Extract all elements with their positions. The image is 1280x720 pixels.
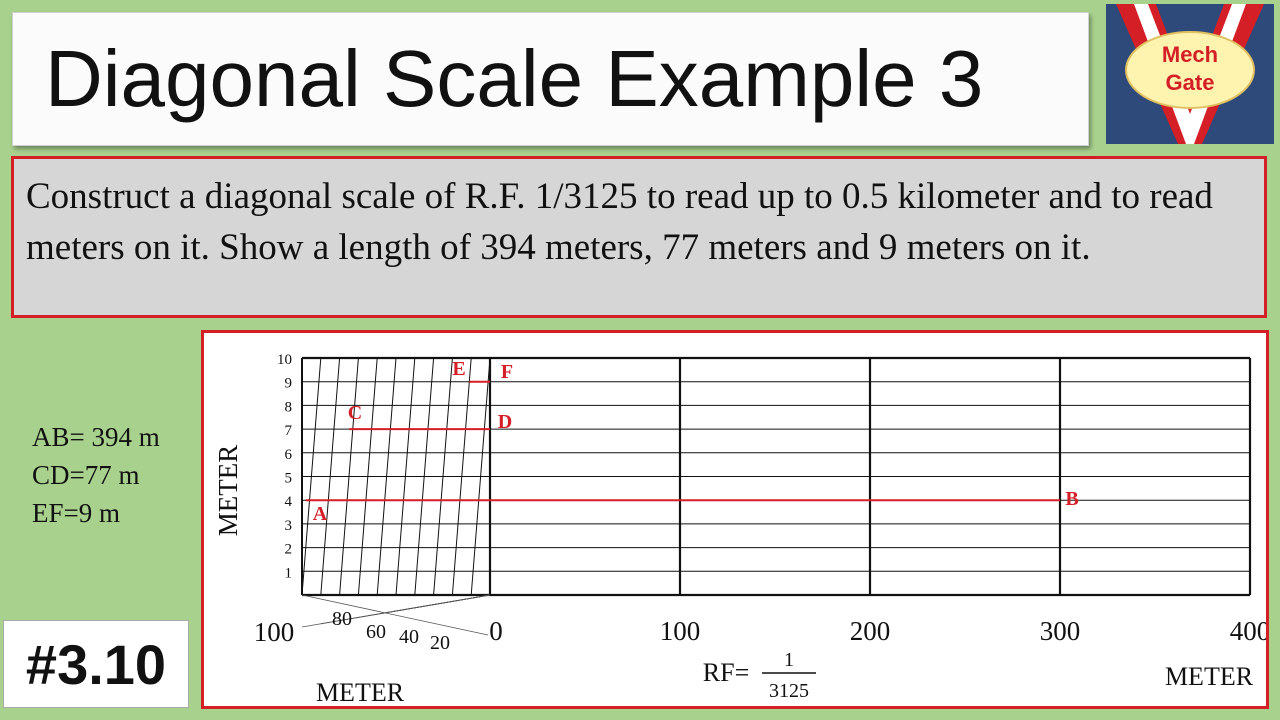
problem-statement-box: Construct a diagonal scale of R.F. 1/312… bbox=[11, 156, 1267, 318]
diagonal-line-1 bbox=[320, 357, 341, 596]
y-tick-label-5: 5 bbox=[285, 471, 293, 487]
point-label-b: B bbox=[1065, 488, 1078, 510]
main-scale-label-200: 200 bbox=[850, 616, 891, 646]
main-scale-label-300: 300 bbox=[1040, 616, 1081, 646]
y-tick-label-7: 7 bbox=[285, 423, 293, 439]
logo-v-stripe bbox=[1134, 4, 1246, 144]
sub-scale-label-60: 60 bbox=[366, 621, 386, 643]
y-tick-label-2: 2 bbox=[285, 542, 293, 558]
point-label-a: A bbox=[313, 503, 328, 525]
diagonal-line-7 bbox=[433, 357, 453, 596]
point-label-f: F bbox=[501, 361, 513, 383]
measurement-notes: AB= 394 m CD=77 m EF=9 m bbox=[32, 418, 160, 532]
note-ef: EF=9 m bbox=[32, 498, 120, 528]
y-tick-label-8: 8 bbox=[285, 399, 293, 415]
diagonal-line-6 bbox=[414, 357, 435, 596]
vertical-axis-label: METER bbox=[213, 445, 243, 537]
point-label-d: D bbox=[498, 411, 512, 433]
reference-badge: #3.10 bbox=[3, 620, 189, 708]
sub-scale-label-40: 40 bbox=[399, 626, 419, 648]
main-scale-label-100: 100 bbox=[660, 616, 701, 646]
main-scale-label-400: 400 bbox=[1230, 616, 1266, 646]
sub-scale-label-20: 20 bbox=[430, 632, 450, 654]
fan-baseline bbox=[301, 594, 489, 636]
diagonal-scale-panel: 1 2 3 4 5 6 7 8 9 10 METER 0 100 200 300 400 100 80 60 40 20… bbox=[201, 330, 1269, 709]
logo-badge bbox=[1125, 31, 1255, 109]
y-tick-label-3: 3 bbox=[285, 518, 293, 534]
diagonal-line-5 bbox=[395, 357, 416, 596]
problem-statement: Construct a diagonal scale of R.F. 1/312… bbox=[26, 176, 1213, 268]
unit-label-right: METER bbox=[1165, 662, 1254, 691]
diagonal-line-2 bbox=[339, 357, 359, 596]
y-tick-label-6: 6 bbox=[285, 447, 293, 463]
page-title: Diagonal Scale Example 3 bbox=[45, 34, 984, 123]
y-tick-label-1: 1 bbox=[285, 565, 293, 581]
y-tick-label-10: 10 bbox=[277, 352, 292, 368]
diagonal-line-4 bbox=[376, 357, 397, 596]
unit-label-left: METER bbox=[316, 678, 405, 706]
logo-text-line1: Mech bbox=[1162, 42, 1218, 67]
diagonal-line-8 bbox=[451, 357, 472, 596]
rf-denominator: 3125 bbox=[769, 680, 809, 702]
rf-numerator: 1 bbox=[784, 649, 794, 671]
y-tick-label-4: 4 bbox=[285, 494, 293, 510]
point-label-e: E bbox=[452, 358, 465, 380]
y-tick-label-9: 9 bbox=[285, 376, 293, 392]
note-cd: CD=77 m bbox=[32, 460, 140, 490]
fan-line-9 bbox=[471, 594, 491, 599]
diagonal-scale-diagram: 1 2 3 4 5 6 7 8 9 10 METER 0 100 200 300 400 100 80 60 40 20… bbox=[213, 352, 1266, 706]
sub-scale-label-80: 80 bbox=[332, 608, 352, 630]
logo-text-line2: Gate bbox=[1166, 70, 1215, 95]
rf-label: RF= bbox=[703, 658, 749, 687]
title-banner: Diagonal Scale Example 3 bbox=[12, 12, 1089, 146]
main-scale-label-0: 0 bbox=[489, 616, 503, 646]
mech-gate-logo: Mech Gate bbox=[1106, 4, 1274, 144]
diagonal-line-3 bbox=[357, 357, 378, 596]
diagonal-line-0 bbox=[301, 357, 322, 596]
diagonal-line-9 bbox=[470, 357, 491, 596]
reference-number: #3.10 bbox=[25, 632, 167, 696]
note-ab: AB= 394 m bbox=[32, 422, 160, 452]
point-label-c: C bbox=[348, 402, 362, 424]
sub-scale-label-100: 100 bbox=[254, 617, 295, 647]
